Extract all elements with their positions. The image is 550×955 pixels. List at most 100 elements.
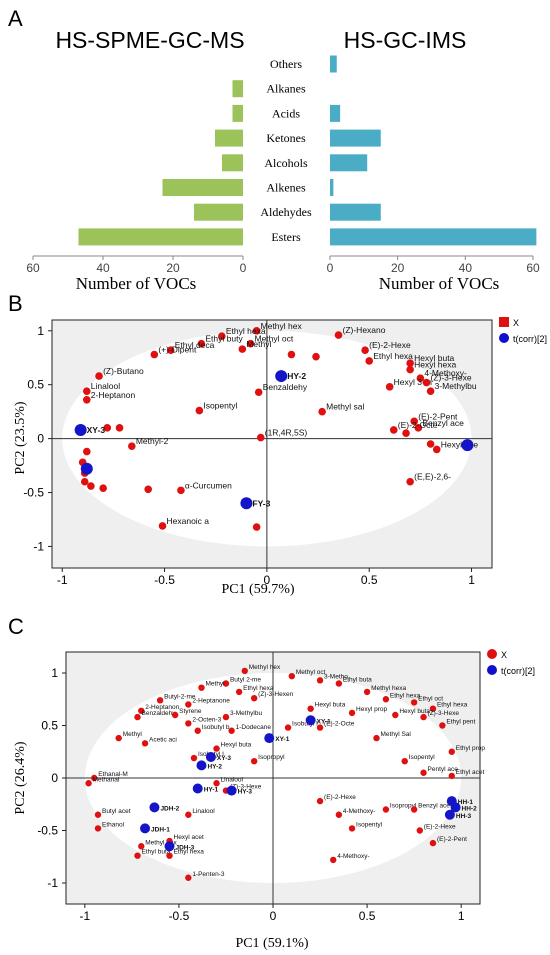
variable-point-c <box>416 827 423 834</box>
left-bar-alcohols <box>222 154 243 172</box>
sample-point-c <box>192 783 203 794</box>
variable-point-b <box>410 417 419 426</box>
variable-label-b: Methyl sal <box>326 402 364 412</box>
variable-point-c <box>91 774 98 782</box>
x-tick-label-b: 0 <box>264 573 271 587</box>
variable-label-c: Acetic aci <box>149 736 177 743</box>
variable-label-c: Methanal <box>93 776 120 783</box>
variable-point-b <box>361 346 369 354</box>
variable-label-b: (Z)-Butano <box>103 366 144 376</box>
variable-point-c <box>134 713 141 721</box>
variable-label-b: (Z)-Hexano <box>343 325 386 335</box>
y-tick-label-b: 0.5 <box>27 378 44 392</box>
variable-point-b <box>254 388 263 397</box>
sample-label-c: HH-2 <box>462 805 478 812</box>
legend-label-c: t(corr)[2] <box>501 666 535 676</box>
sample-point-c <box>164 841 175 852</box>
sample-label-c: XY-1 <box>275 736 289 743</box>
variable-point-b <box>365 357 374 365</box>
y-tick-label-c: 1 <box>51 666 58 680</box>
variable-label-c: (Z)-3-Hexe <box>428 710 460 717</box>
panel-c-label: C <box>8 614 24 639</box>
right-x-tick-label: 0 <box>327 261 334 275</box>
right-bar-esters <box>330 228 537 246</box>
variable-label-c: Butyl-2-me <box>164 693 196 700</box>
variable-label-b: (Z)-3-Hexe <box>431 373 472 383</box>
variable-point-c <box>448 772 455 780</box>
variable-label-c: Methyl <box>205 681 225 688</box>
sample-label-c: JDH-3 <box>176 844 195 851</box>
variable-point-b <box>426 440 435 448</box>
variable-point-c <box>284 724 292 731</box>
variable-label-c: (E)-2-Hexe <box>324 794 356 801</box>
variable-point-b <box>99 484 107 493</box>
variable-label-c: Benzaldehy <box>142 710 177 717</box>
panel-a-label: A <box>8 6 23 31</box>
legend-marker-b <box>499 333 509 343</box>
variable-label-b: Linalool <box>91 381 120 391</box>
variable-label-b: Hexyl ace <box>441 439 479 449</box>
variable-point-c <box>348 709 356 717</box>
variable-label-c: Methyl oct <box>296 669 326 676</box>
left-bar-aldehydes <box>194 203 243 221</box>
variable-point-c <box>335 680 343 687</box>
x-tick-label-b: -1 <box>57 573 68 587</box>
variable-point-c <box>156 697 164 704</box>
legend-label-b: t(corr)[2] <box>513 334 547 344</box>
variable-point-c <box>448 748 455 755</box>
variable-point-b <box>389 426 398 434</box>
category-label-others: Others <box>270 57 302 71</box>
left-bar-acids <box>232 104 243 122</box>
variable-label-c: Ethyl pent <box>446 719 475 726</box>
variable-label-b: (E,E)-2,6- <box>414 472 451 482</box>
x-tick-label-b: 0.5 <box>361 573 378 587</box>
variable-point-c <box>185 811 192 818</box>
pca-b-x-axis-title: PC1 (59.7%) <box>221 582 294 597</box>
variable-point-b <box>406 477 414 486</box>
x-tick-label-b: 1 <box>468 573 475 587</box>
sample-label-c: HH-3 <box>456 813 472 820</box>
variable-label-c: (Z)-3-Hexe <box>230 784 262 791</box>
pca-c-x-axis-title: PC1 (59.1%) <box>235 936 308 951</box>
variable-point-b <box>256 433 265 442</box>
variable-point-c <box>410 699 418 706</box>
variable-point-b <box>144 485 152 494</box>
pca-c-y-axis-title: PC2 (26.4%) <box>13 741 28 814</box>
pca-plot-c: -1 -0.5 0 0.5 1 1 0.5 0 -0.5 -1 Methyl hex Butyl 2-… <box>37 651 485 923</box>
sample-label-c: XY-3 <box>217 755 231 762</box>
legend-b: Xt(corr)[2] <box>499 317 547 344</box>
variable-point-c <box>190 754 198 762</box>
variable-point-b <box>177 486 185 495</box>
variable-point-b <box>218 332 226 340</box>
variable-label-b: (1R,4R,5S) <box>265 428 308 438</box>
variable-point-c <box>134 852 141 859</box>
variable-point-c <box>141 740 149 747</box>
category-label-alcohols: Alcohols <box>264 156 308 170</box>
y-tick-label-b: 0 <box>37 432 44 446</box>
variable-point-c <box>213 780 220 787</box>
left-bar-ketones <box>215 129 243 147</box>
pca-b-y-axis-title: PC2 (23.5%) <box>13 401 28 474</box>
variable-point-b <box>128 442 136 450</box>
variable-label-c: Butyl acet <box>102 808 131 815</box>
variable-label-b: Ethyl deca <box>175 340 215 350</box>
left-bar-alkanes <box>232 80 243 98</box>
variable-point-b <box>426 387 435 395</box>
variable-label-c: Ethyl hexa <box>390 692 421 699</box>
sample-label-c: HY-2 <box>207 763 222 770</box>
variable-point-c <box>171 711 179 719</box>
variable-point-c <box>85 780 92 787</box>
variable-label-c: (E)-2-Pent <box>437 836 467 843</box>
variable-point-c <box>401 758 408 765</box>
variable-point-c <box>288 672 296 680</box>
x-tick-label-c: 0.5 <box>359 909 376 923</box>
variable-label-c: Ethyl hexa <box>174 849 205 856</box>
sample-label-c: HY-3 <box>238 789 253 796</box>
variable-label-b: 2-Heptanon <box>91 390 136 400</box>
variable-label-c: Linalool <box>221 776 244 783</box>
variable-label-c: Ethanal-M <box>98 771 128 778</box>
variable-label-c: 4-Methoxy- <box>343 808 376 815</box>
variable-point-c <box>335 811 343 818</box>
variable-label-b: (+)-Dipent <box>158 345 197 355</box>
sample-label-c: HY-1 <box>204 787 219 794</box>
